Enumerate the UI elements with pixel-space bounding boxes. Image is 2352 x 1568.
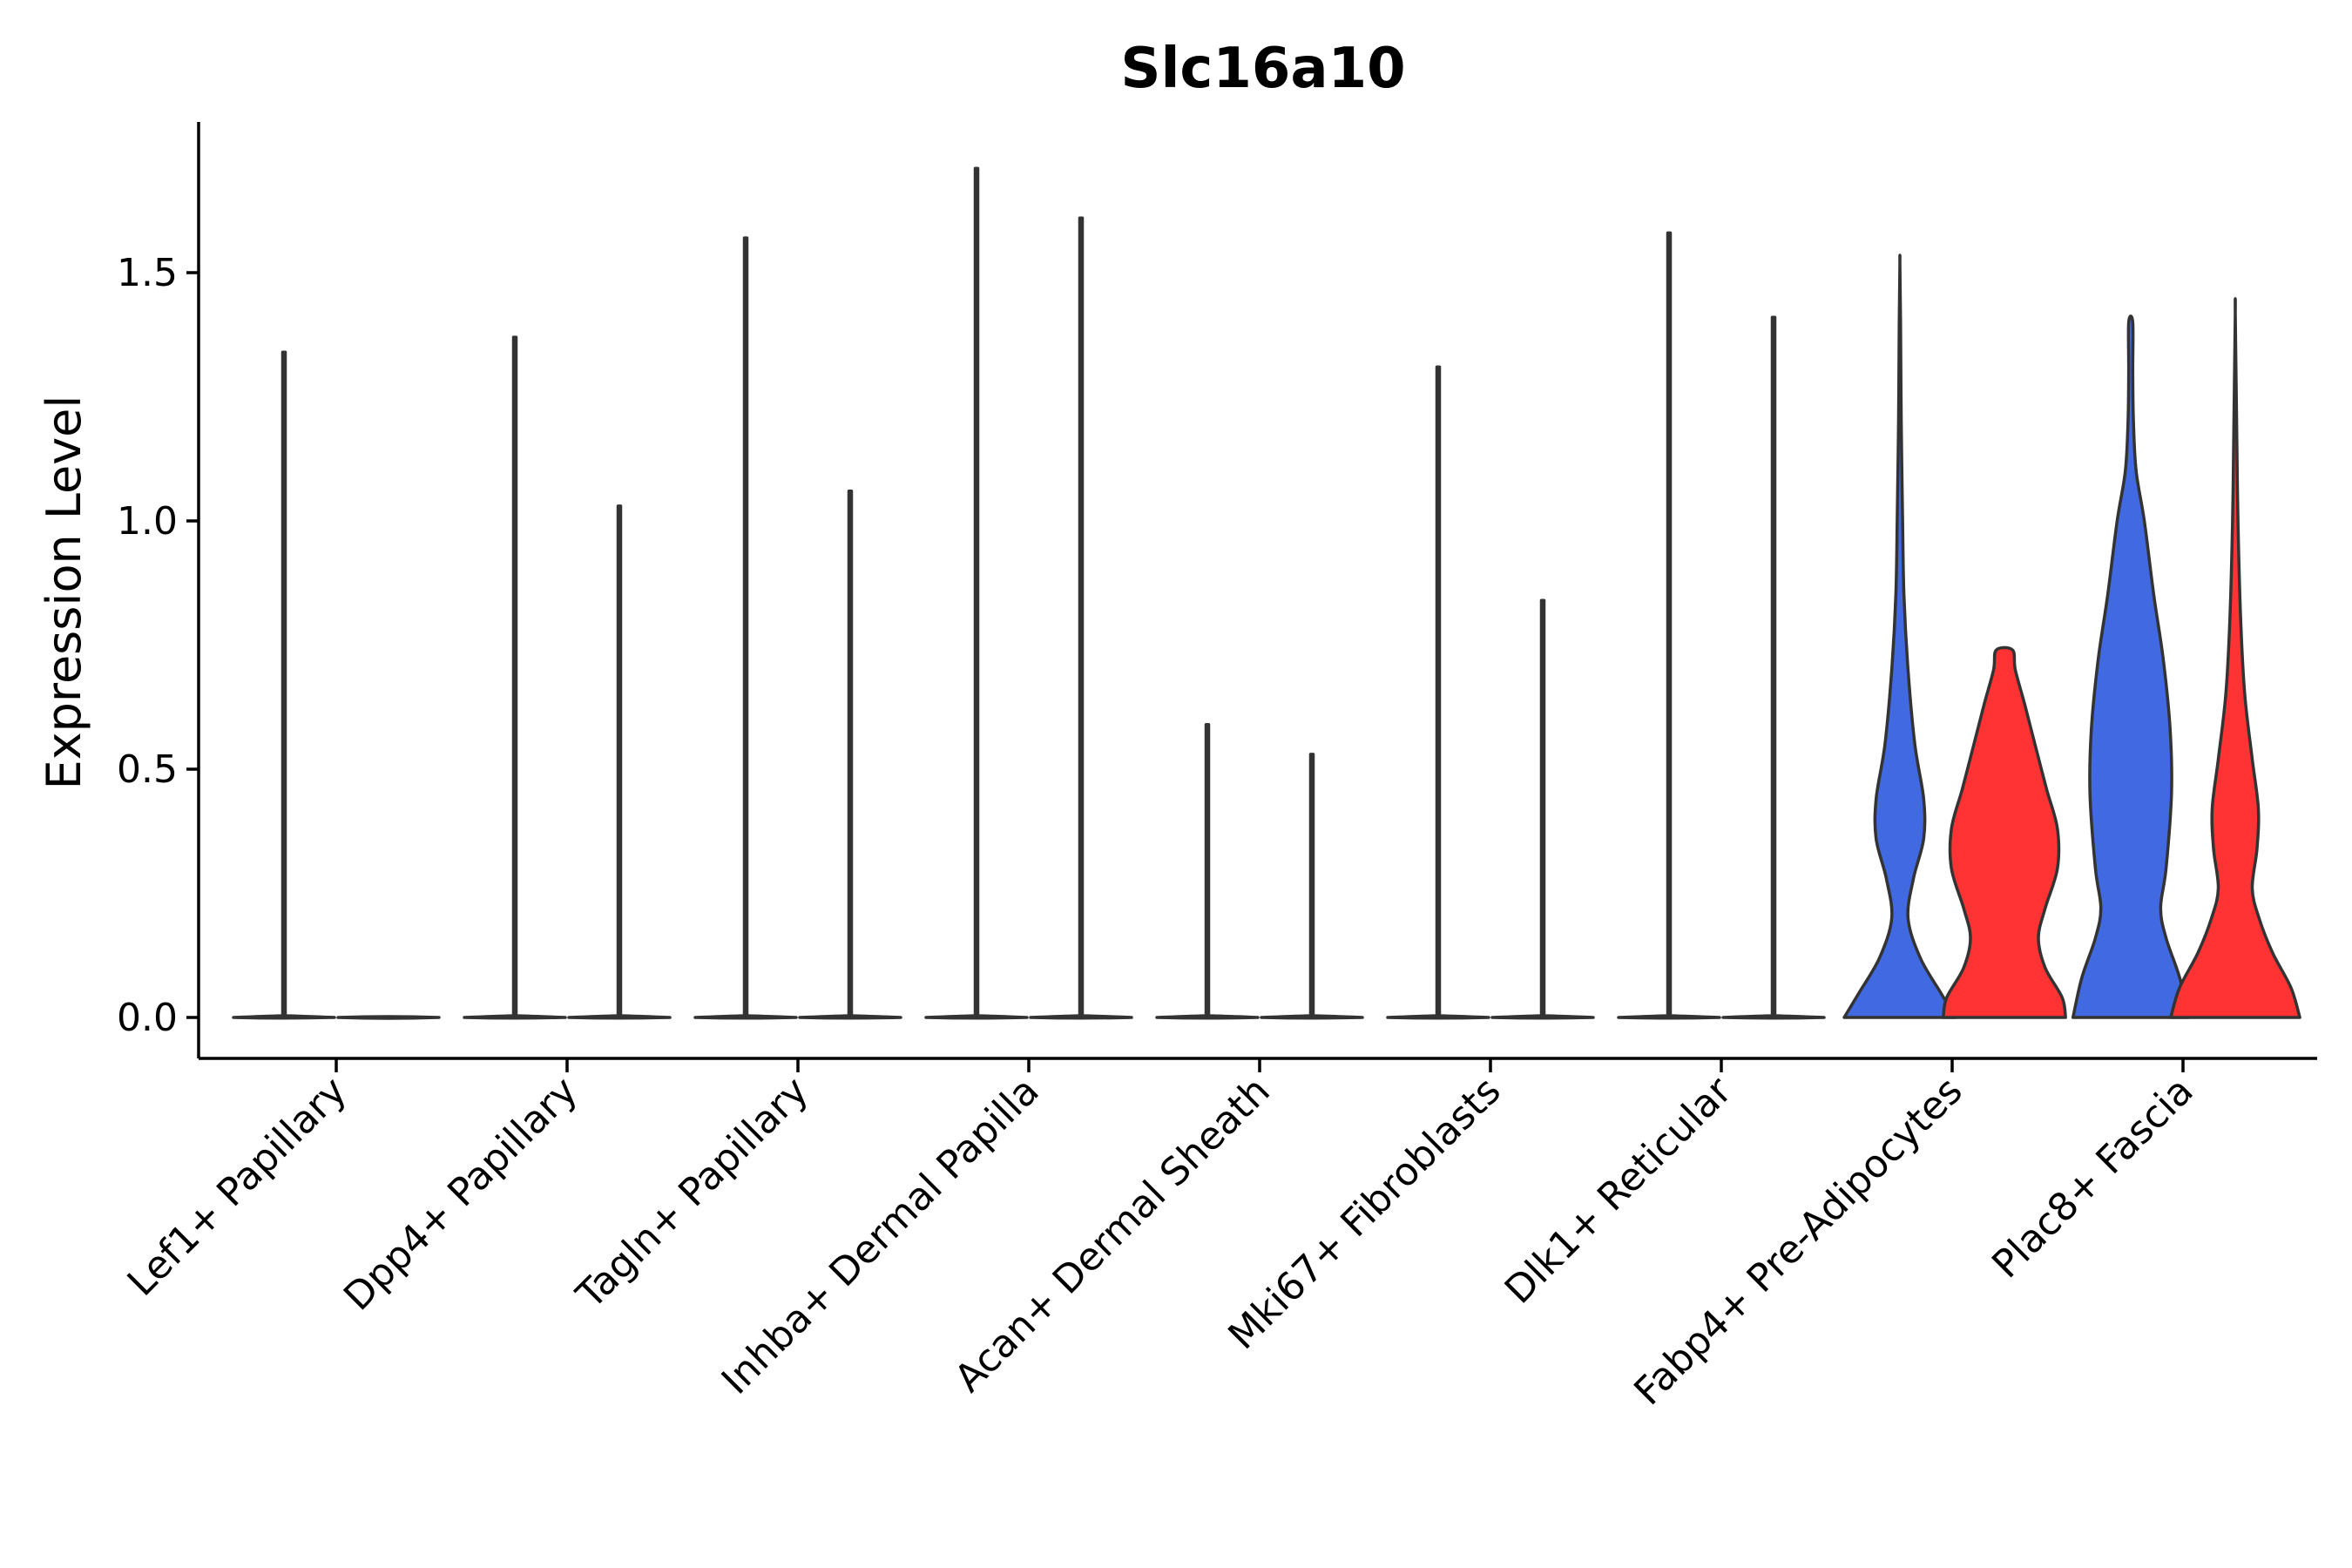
violin-group1-2 xyxy=(693,236,798,1020)
y-axis-label: Expression Level xyxy=(37,395,91,790)
x-tick-label: Dpp4+ Papillary xyxy=(335,1069,586,1320)
violin-group2-6 xyxy=(1721,315,1826,1020)
violin-group2-2 xyxy=(798,490,902,1020)
x-tick-label: Lef1+ Papillary xyxy=(119,1069,355,1305)
x-tick-label: Dlk1+ Reticular xyxy=(1497,1068,1741,1313)
violin-group1-7 xyxy=(1842,253,1957,1019)
y-tick-label: 1.0 xyxy=(117,499,178,544)
violin-group1-1 xyxy=(463,335,567,1020)
violin-group2-5 xyxy=(1490,598,1595,1020)
violin-group2-8 xyxy=(2169,297,2301,1019)
violin-group1-4 xyxy=(1155,722,1260,1020)
violin-group1-5 xyxy=(1386,365,1490,1020)
y-tick-label: 0.5 xyxy=(117,747,178,792)
violin-group2-1 xyxy=(567,504,672,1020)
violin-group1-6 xyxy=(1617,231,1721,1020)
chart-title: Slc16a10 xyxy=(1120,37,1405,101)
violin-group2-3 xyxy=(1029,216,1133,1020)
x-tick-label: Plac8+ Fascia xyxy=(1984,1069,2202,1288)
x-tick-label: Tagln+ Papillary xyxy=(568,1069,817,1318)
violin-group1-0 xyxy=(232,350,336,1020)
violin-group2-4 xyxy=(1260,753,1364,1020)
violin-group1-3 xyxy=(924,166,1029,1020)
violin-group1-8 xyxy=(2071,314,2191,1019)
violin-group2-0 xyxy=(336,1015,441,1020)
violin-group2-7 xyxy=(1942,645,2067,1019)
y-tick-label: 0.0 xyxy=(117,996,178,1040)
y-tick-label: 1.5 xyxy=(117,251,178,295)
